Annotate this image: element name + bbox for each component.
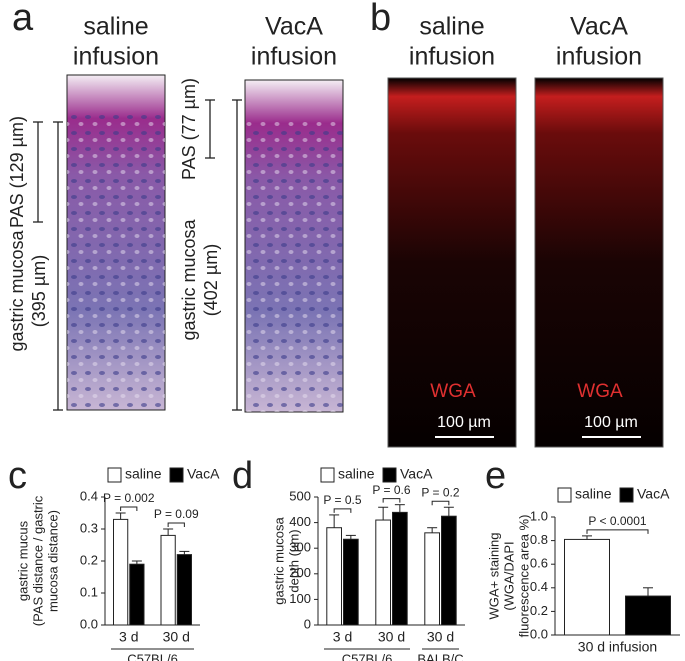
panel-label: c (8, 455, 27, 497)
legend-label: saline (575, 486, 612, 502)
bar (176, 554, 192, 626)
p-bracket (167, 522, 185, 527)
column-title: infusion (251, 43, 337, 71)
bar (392, 511, 408, 626)
bar (113, 518, 129, 626)
bar (375, 519, 391, 626)
rotated-label: (WGA/DAPI (501, 541, 516, 610)
bar (441, 515, 457, 626)
rotated-label: PAS (77 µm) (179, 78, 199, 180)
legend-swatch (619, 487, 634, 503)
column-title: infusion (73, 43, 159, 71)
column-title: saline (83, 13, 148, 41)
p-bracket (586, 529, 649, 534)
p-value: P = 0.002 (103, 491, 155, 505)
p-value: P < 0.0001 (588, 514, 646, 528)
y-tick-label: 0.6 (530, 556, 548, 571)
column-title: VacA (265, 13, 323, 41)
p-bracket (431, 500, 450, 506)
legend-label: saline (125, 466, 162, 482)
group-label: C57BL/6 (342, 651, 393, 661)
y-tick-label: 0.4 (80, 488, 98, 503)
x-tick-label: 30 d (163, 629, 190, 645)
bar (326, 527, 342, 626)
y-tick-label: 200 (289, 565, 311, 580)
panel-label: e (485, 455, 506, 497)
legend-swatch (169, 467, 184, 483)
rotated-label: gastric mucus (15, 520, 30, 601)
p-value: P = 0.09 (154, 507, 199, 521)
rotated-label: gastric mucosa (271, 517, 286, 605)
group-label: BALB/C (417, 651, 463, 661)
y-tick-label: 0.8 (530, 532, 548, 547)
scale-label: 100 µm (437, 414, 491, 431)
y-tick-label: 0.0 (530, 626, 548, 641)
bar (160, 534, 176, 626)
rotated-label: mucosa distance) (45, 510, 60, 612)
y-tick-label: 0 (304, 616, 311, 631)
y-tick-label: 300 (289, 540, 311, 555)
rotated-label: WGA+ staining (486, 532, 501, 619)
bar (129, 563, 145, 626)
panel-label: a (12, 0, 34, 39)
bar (424, 532, 440, 626)
x-tick-label: 30 d (378, 629, 405, 645)
y-tick-label: 100 (289, 591, 311, 606)
group-label: C57BL/6 (127, 651, 178, 661)
x-tick-label: 3 d (119, 629, 138, 645)
legend-swatch (107, 467, 122, 483)
fluorescence-image (534, 77, 664, 448)
y-tick-label: 0.2 (530, 603, 548, 618)
panel-label: d (232, 455, 253, 497)
rotated-label: (PAS distance / gastric (30, 495, 45, 626)
legend-swatch (557, 487, 572, 503)
legend-label: saline (338, 466, 375, 482)
y-tick-label: 0.0 (80, 616, 98, 631)
rotated-label: fluorescence area %) (516, 515, 531, 638)
rotated-label: gastric mucosa (179, 218, 199, 340)
legend-swatch (320, 467, 335, 483)
bar (564, 538, 610, 636)
p-bracket (120, 506, 138, 511)
panel-label: b (370, 0, 391, 39)
y-tick-label: 0.3 (80, 520, 98, 535)
column-title: infusion (409, 43, 495, 71)
legend-label: VacA (400, 466, 433, 482)
scale-label: 100 µm (584, 414, 638, 431)
stain-label: WGA (430, 381, 476, 402)
y-tick-label: 400 (289, 514, 311, 529)
x-tick-label: 30 d (427, 629, 454, 645)
rotated-label: (395 µm) (29, 255, 49, 327)
p-bracket (382, 498, 401, 503)
y-tick-label: 0.4 (530, 579, 548, 594)
y-tick-label: 500 (289, 488, 311, 503)
rotated-label: (402 µm) (201, 244, 221, 316)
histology-image (245, 120, 343, 412)
p-bracket (333, 508, 352, 513)
bar (343, 538, 359, 626)
fluorescence-image (387, 77, 517, 448)
legend-swatch (382, 467, 397, 483)
x-tick-label: 30 d infusion (578, 639, 657, 655)
y-tick-label: 0.2 (80, 552, 98, 567)
column-title: infusion (556, 43, 642, 71)
y-tick-label: 0.1 (80, 584, 98, 599)
x-tick-label: 3 d (333, 629, 352, 645)
p-value: P = 0.2 (421, 485, 459, 499)
p-value: P = 0.5 (323, 493, 361, 507)
rotated-label: PAS (129 µm) (7, 116, 27, 228)
column-title: VacA (570, 13, 628, 41)
rotated-label: gastric mucosa (7, 229, 27, 351)
histology-image (67, 115, 165, 410)
column-title: saline (419, 13, 484, 41)
legend-label: VacA (637, 486, 670, 502)
rotated-label: depth (µm) (286, 529, 301, 592)
legend-label: VacA (187, 466, 220, 482)
stain-label: WGA (577, 381, 623, 402)
bar (625, 595, 671, 636)
y-tick-label: 1.0 (530, 508, 548, 523)
p-value: P = 0.6 (372, 483, 410, 497)
